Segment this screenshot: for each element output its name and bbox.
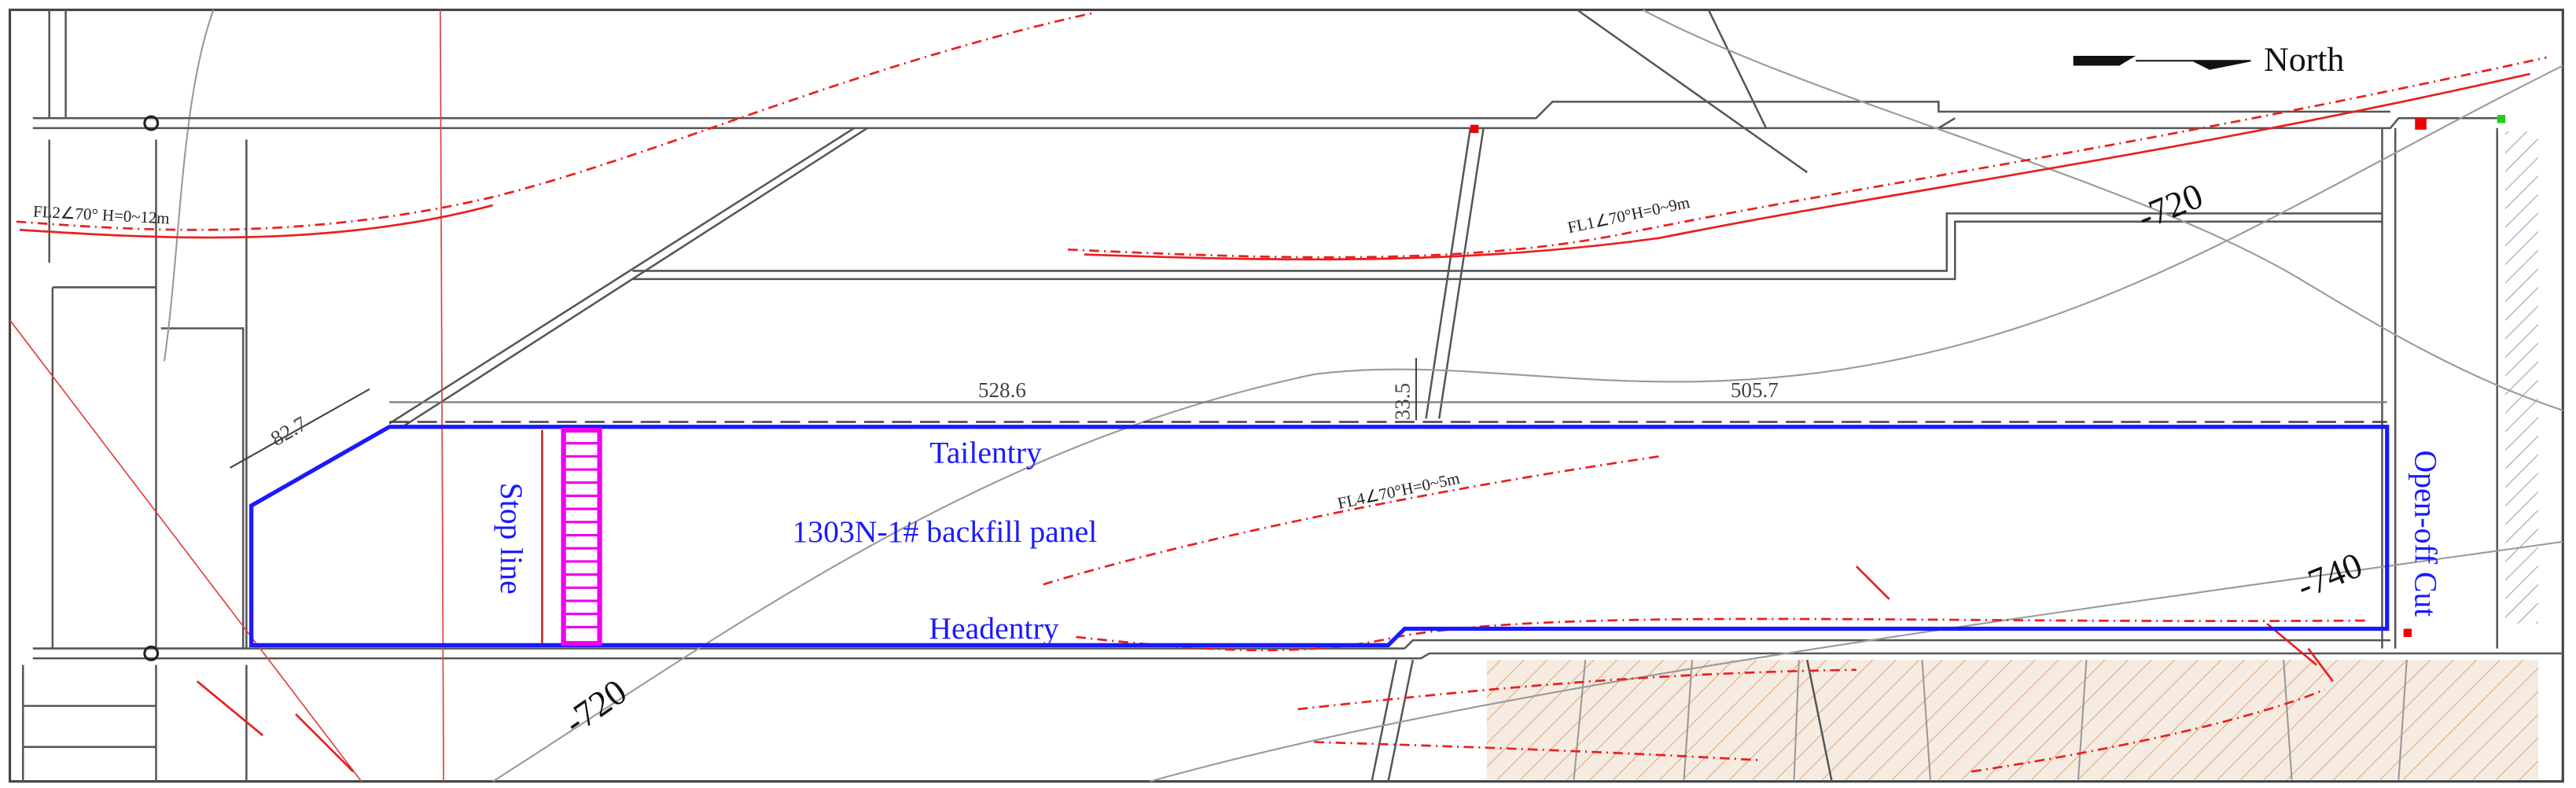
open-off-cut-label: Open-off Cut xyxy=(2408,451,2442,617)
stop-line-label: Stop line xyxy=(494,483,528,595)
panel-name: 1303N-1# backfill panel xyxy=(792,514,1097,549)
tailentry-label: Tailentry xyxy=(929,436,1042,470)
marker xyxy=(1470,124,1479,134)
curve xyxy=(163,9,215,362)
marker xyxy=(2497,115,2506,123)
survey-line xyxy=(440,9,444,782)
contour-line xyxy=(1150,540,2563,782)
junction xyxy=(143,115,160,131)
junction xyxy=(143,645,160,661)
dimension-line xyxy=(229,388,370,469)
survey-line xyxy=(9,319,362,782)
contour-line xyxy=(1642,9,2563,411)
fault-marks xyxy=(196,565,2334,773)
contour-line xyxy=(492,64,2563,782)
compass-arrow xyxy=(2136,60,2251,70)
fault-line xyxy=(1297,668,2325,773)
compass-arrow xyxy=(2073,55,2136,66)
area-dividers xyxy=(1573,660,2408,780)
fault-line xyxy=(19,204,494,239)
stop-zone xyxy=(561,427,602,646)
fault-line xyxy=(1043,455,1660,586)
dimension-label: 528.6 xyxy=(978,378,1026,402)
main-roadway-top xyxy=(32,101,2497,130)
fault-line xyxy=(1076,617,2366,652)
diagonal-roadway xyxy=(388,127,868,428)
dimension-label: 33.5 xyxy=(1391,383,1415,420)
panel-boundary xyxy=(249,425,2390,647)
fault-line xyxy=(16,12,1093,231)
marker xyxy=(2415,118,2427,130)
fault-line xyxy=(1084,72,2530,261)
headentry-label: Headentry xyxy=(929,611,1058,646)
goaf-area xyxy=(1486,660,2538,780)
compass-label: North xyxy=(2264,41,2344,79)
boundary-strip xyxy=(2505,131,2538,624)
main-roadway-bottom xyxy=(32,639,2563,660)
roadway-vertical xyxy=(2381,127,2498,649)
dimension-label: 505.7 xyxy=(1731,378,1779,402)
stop-zone-hatch xyxy=(563,442,600,628)
marker xyxy=(2403,628,2412,637)
other-roadways xyxy=(1371,9,1833,782)
